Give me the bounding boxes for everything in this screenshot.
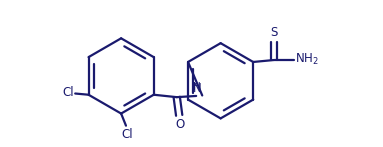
Text: S: S: [270, 26, 278, 39]
Text: Cl: Cl: [62, 86, 74, 99]
Text: N: N: [193, 82, 201, 95]
Text: Cl: Cl: [121, 128, 133, 141]
Text: NH$_2$: NH$_2$: [295, 52, 319, 67]
Text: O: O: [176, 118, 185, 131]
Text: H: H: [193, 82, 201, 92]
